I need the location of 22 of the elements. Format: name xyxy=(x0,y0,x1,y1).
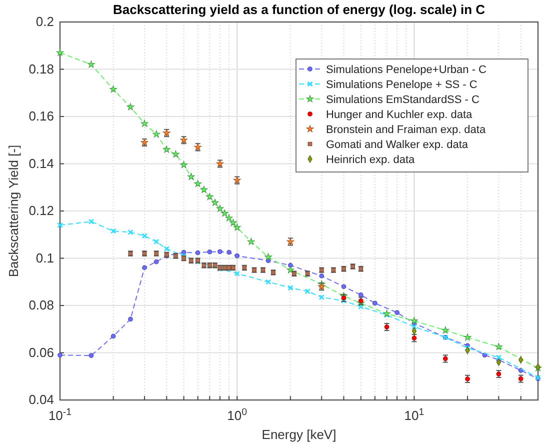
y-tick-label: 0.08 xyxy=(28,298,54,312)
legend-label: Simulations Penelope+Urban - C xyxy=(326,64,487,76)
legend-label: Bronstein and Fraiman exp. data xyxy=(326,124,486,136)
y-tick-label: 0.18 xyxy=(28,61,54,76)
y-tick-label: 0.16 xyxy=(28,108,54,124)
legend-label: Hunger and Kuchler exp. data xyxy=(326,109,474,121)
y-tick-label: 0.12 xyxy=(28,203,54,218)
legend-label: Gomati and Walker exp. data xyxy=(326,139,469,151)
y-tick-label: 0.1 xyxy=(36,250,54,266)
x-tick-label: 10$^{0}$ xyxy=(227,406,248,423)
chart-title: Backscattering yield as a function of energy (log. scale) in C xyxy=(112,2,486,17)
x-axis-title: Energy [keV] xyxy=(262,427,336,442)
x-tick-label: 10$^{-1}$ xyxy=(48,406,72,423)
legend-label: Simulations Penelope + SS - C xyxy=(326,79,478,91)
y-tick-label: 0.14 xyxy=(28,156,54,171)
y-axis-title: Backscattering Yield [-] xyxy=(6,144,21,278)
legend-label: Heinrich exp. data xyxy=(326,154,416,166)
legend-label: Simulations EmStandardSS - C xyxy=(326,94,480,106)
y-tick-label: 0.04 xyxy=(28,392,54,407)
y-tick-label: 0.06 xyxy=(28,344,54,360)
y-tick-label: 0.2 xyxy=(36,14,54,29)
x-tick-label: 10$^{1}$ xyxy=(404,406,424,423)
